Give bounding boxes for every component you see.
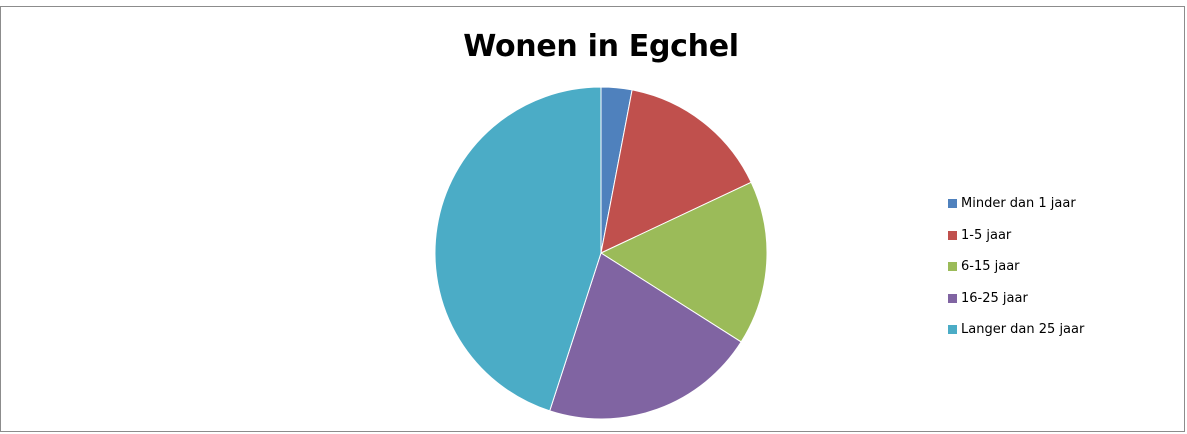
legend-label: 1-5 jaar [961, 227, 1012, 243]
chart-title: Wonen in Egchel [463, 29, 739, 64]
legend-swatch [948, 293, 957, 303]
legend-swatch [948, 262, 957, 272]
chart-legend: Minder dan 1 jaar 1-5 jaar 6-15 jaar 16-25 … [948, 188, 1084, 346]
legend-item: Langer dan 25 jaar [948, 314, 1084, 346]
legend-label: Minder dan 1 jaar [961, 196, 1076, 212]
pie-slice-16-25-jaar [549, 252, 742, 420]
pie-slice-6-15-jaar [599, 181, 768, 343]
legend-label: 16-25 jaar [961, 290, 1028, 306]
chart-area: Wonen in Egchel Minder dan 1 jaar 1-5 jaa… [0, 6, 1185, 432]
pie-slice-1-5-jaar [600, 89, 752, 254]
legend-swatch [948, 199, 957, 209]
legend-label: 6-15 jaar [961, 259, 1020, 275]
legend-label: Langer dan 25 jaar [961, 322, 1085, 338]
pie-slice-langer-dan-25-jaar [434, 86, 602, 412]
legend-item: 6-15 jaar [948, 251, 1084, 283]
legend-item: 16-25 jaar [948, 283, 1084, 315]
legend-swatch [948, 325, 957, 335]
pie-chart [434, 86, 768, 420]
legend-item: 1-5 jaar [948, 220, 1084, 252]
legend-item: Minder dan 1 jaar [948, 188, 1084, 220]
legend-swatch [948, 230, 957, 240]
